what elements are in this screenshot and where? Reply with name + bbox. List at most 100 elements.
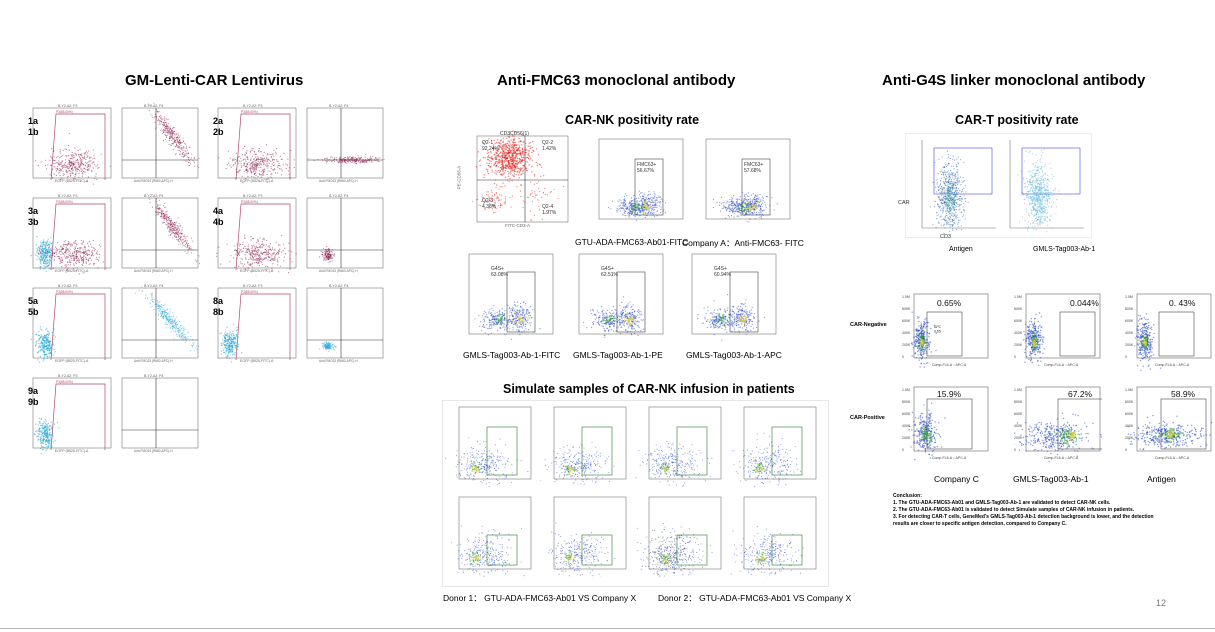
gate-polygon bbox=[50, 203, 106, 271]
scatter-cloud bbox=[755, 555, 767, 565]
plot-axes bbox=[217, 107, 297, 179]
gate-label: 63.08% bbox=[491, 272, 509, 278]
gate-label: G4S+ bbox=[491, 266, 504, 272]
scatter-cloud bbox=[451, 525, 525, 582]
plot-axes bbox=[1136, 293, 1212, 359]
plot-xlabel: Anti-FMC63 (R660-APC)-H bbox=[319, 359, 358, 363]
scatter-cloud bbox=[929, 150, 969, 242]
scatter-cloud bbox=[636, 200, 652, 214]
scatter-cloud bbox=[471, 465, 480, 474]
gate-label: FMC63+ bbox=[637, 162, 656, 168]
plot-axes bbox=[458, 496, 532, 570]
scatter-cloud bbox=[919, 338, 926, 347]
gate-rect bbox=[616, 271, 646, 333]
gate-label: P3(85.00%) bbox=[56, 380, 73, 384]
plot-label-1a: 1a bbox=[28, 116, 39, 126]
caption-gmls: GMLS-Tag003-Ab-1 bbox=[1013, 474, 1089, 484]
carnk-subtitle: CAR-NK positivity rate bbox=[565, 113, 700, 127]
y-tick: 200K bbox=[1014, 436, 1023, 440]
scatter-cloud bbox=[147, 102, 200, 169]
plot-header: B-Y2-A2: P3 bbox=[58, 104, 78, 108]
gate-polygon bbox=[235, 113, 291, 181]
plot-label-9b: 9b bbox=[28, 397, 39, 407]
scatter-cloud bbox=[566, 555, 575, 564]
cart-plot-2 bbox=[1000, 136, 1085, 252]
plot-axes bbox=[913, 293, 989, 359]
infusion-plot bbox=[429, 403, 533, 495]
plot-axes bbox=[743, 496, 817, 570]
plot-axes bbox=[32, 197, 112, 269]
lentivirus-histogram-plot: B-Y2-A2: P3 EGFP (B525-FITC)-A P3(85.00%) bbox=[23, 282, 113, 366]
plot-axes bbox=[121, 107, 199, 179]
y-tick: 800K bbox=[902, 307, 911, 311]
y-tick: 400K bbox=[902, 424, 911, 428]
y-tick: 800K bbox=[1125, 307, 1134, 311]
gate-label: G4S+ bbox=[714, 266, 727, 272]
y-tick: 1.0M bbox=[902, 295, 910, 299]
plot-label-5b: 5b bbox=[28, 307, 39, 317]
gate-label: P3(85.00%) bbox=[56, 110, 73, 114]
conclusion-item-4: results are closer to specific antigen d… bbox=[893, 521, 1067, 527]
scatter-cloud bbox=[602, 309, 616, 327]
middle-heading: Anti-FMC63 monoclonal antibody bbox=[497, 72, 736, 89]
cd3-cd56-plot: Q2-1 92.24% Q2-2 1.42% Q2-3 4.38% Q2-4 1.97% CD… bbox=[455, 126, 570, 230]
percentage-label: 0. 43% bbox=[1169, 298, 1196, 308]
plot-label-4b: 4b bbox=[213, 217, 224, 227]
gate-rect bbox=[581, 534, 613, 566]
plot-axes bbox=[578, 253, 664, 335]
gate-label: P3(85.00%) bbox=[241, 290, 258, 294]
y-tick: 0 bbox=[902, 355, 904, 359]
y-tick: 600K bbox=[902, 319, 911, 323]
plot-axes bbox=[1025, 386, 1101, 452]
infusion-plot bbox=[724, 493, 818, 578]
percentage-label: 0.65% bbox=[937, 298, 962, 308]
scatter-cloud bbox=[491, 314, 506, 326]
lentivirus-histogram-plot: B-Y2-A2: P3 EGFP (B525-FITC)-A P3(85.00%) bbox=[208, 192, 302, 277]
apc-label: 0.65 bbox=[934, 330, 941, 334]
scatter-cloud bbox=[744, 200, 760, 214]
plot-axes bbox=[306, 107, 384, 179]
bottom-divider bbox=[0, 628, 1215, 629]
y-tick: 400K bbox=[1125, 424, 1134, 428]
scatter-cloud bbox=[142, 189, 202, 265]
conclusion-item-3: 3. For detecting CAR-T cells, GeneMed’s … bbox=[893, 514, 1154, 520]
cart-plot-1 bbox=[912, 136, 997, 242]
scatter-cloud bbox=[218, 144, 295, 188]
plot-axes bbox=[691, 253, 777, 335]
lentivirus-quadrant-plot: B-Y2-A2: P4 Anti-FMC63 (R660-APC)-H bbox=[303, 102, 397, 186]
y-tick: 600K bbox=[1014, 319, 1023, 323]
scatter-cloud bbox=[216, 234, 302, 277]
cart-subtitle: CAR-T positivity rate bbox=[955, 113, 1079, 127]
comparison-plot: 1.0M 800K 600K 400K 200K 0 Comp-FL6-A :: APC-A… bbox=[1117, 385, 1213, 465]
plot-axes bbox=[743, 406, 817, 480]
gate-rect bbox=[926, 398, 973, 450]
comparison-plot: 1.0M 800K 600K 400K 200K 0 Comp-FL6-A :: APC-A… bbox=[1001, 385, 1106, 465]
scatter-cloud bbox=[17, 132, 117, 185]
plot-xlabel: Comp-FL6-A :: APC-A bbox=[1044, 456, 1079, 460]
fmc63-caption-2: Company A：Anti-FMC63- FITC bbox=[682, 238, 804, 248]
plot-axes bbox=[217, 197, 297, 269]
gate-label: P3(85.00%) bbox=[241, 110, 258, 114]
lentivirus-quadrant-plot: B-Y2-A2: P4 Anti-FMC63 (R660-APC)-H bbox=[303, 192, 385, 276]
quadrant-label-q2-3: 4.38% bbox=[482, 204, 497, 210]
gate-label: 56.67% bbox=[637, 168, 655, 174]
lentivirus-quadrant-plot: B-Y2-A2: P4 Anti-FMC63 (R660-APC)-H bbox=[118, 189, 202, 276]
fmc63-caption-1: GTU-ADA-FMC63-Ab01-FITC bbox=[575, 237, 689, 247]
scatter-cloud bbox=[30, 326, 57, 363]
scatter-cloud bbox=[531, 441, 615, 491]
plot-axes bbox=[648, 496, 722, 570]
gate-rect bbox=[676, 426, 708, 476]
scatter-cloud bbox=[1029, 177, 1046, 224]
scatter-cloud bbox=[917, 424, 933, 445]
quadrant-label-q2-4: Q2-4 bbox=[542, 204, 553, 210]
y-tick: 1.0M bbox=[1014, 388, 1022, 392]
y-tick: 600K bbox=[1125, 412, 1134, 416]
plot-header: B-Y2-A2: P4 bbox=[329, 194, 349, 198]
cd3-xaxis: FITC-CD3-A bbox=[505, 223, 530, 228]
scatter-cloud bbox=[548, 522, 616, 584]
y-tick: 800K bbox=[1014, 307, 1023, 311]
g4s-caption-2: GMLS-Tag003-Ab-1-PE bbox=[573, 350, 663, 360]
plot-xlabel: Comp-FL6-A :: APC-A bbox=[1155, 363, 1190, 367]
plot-axes bbox=[121, 287, 199, 359]
gate-rect bbox=[1158, 311, 1195, 357]
